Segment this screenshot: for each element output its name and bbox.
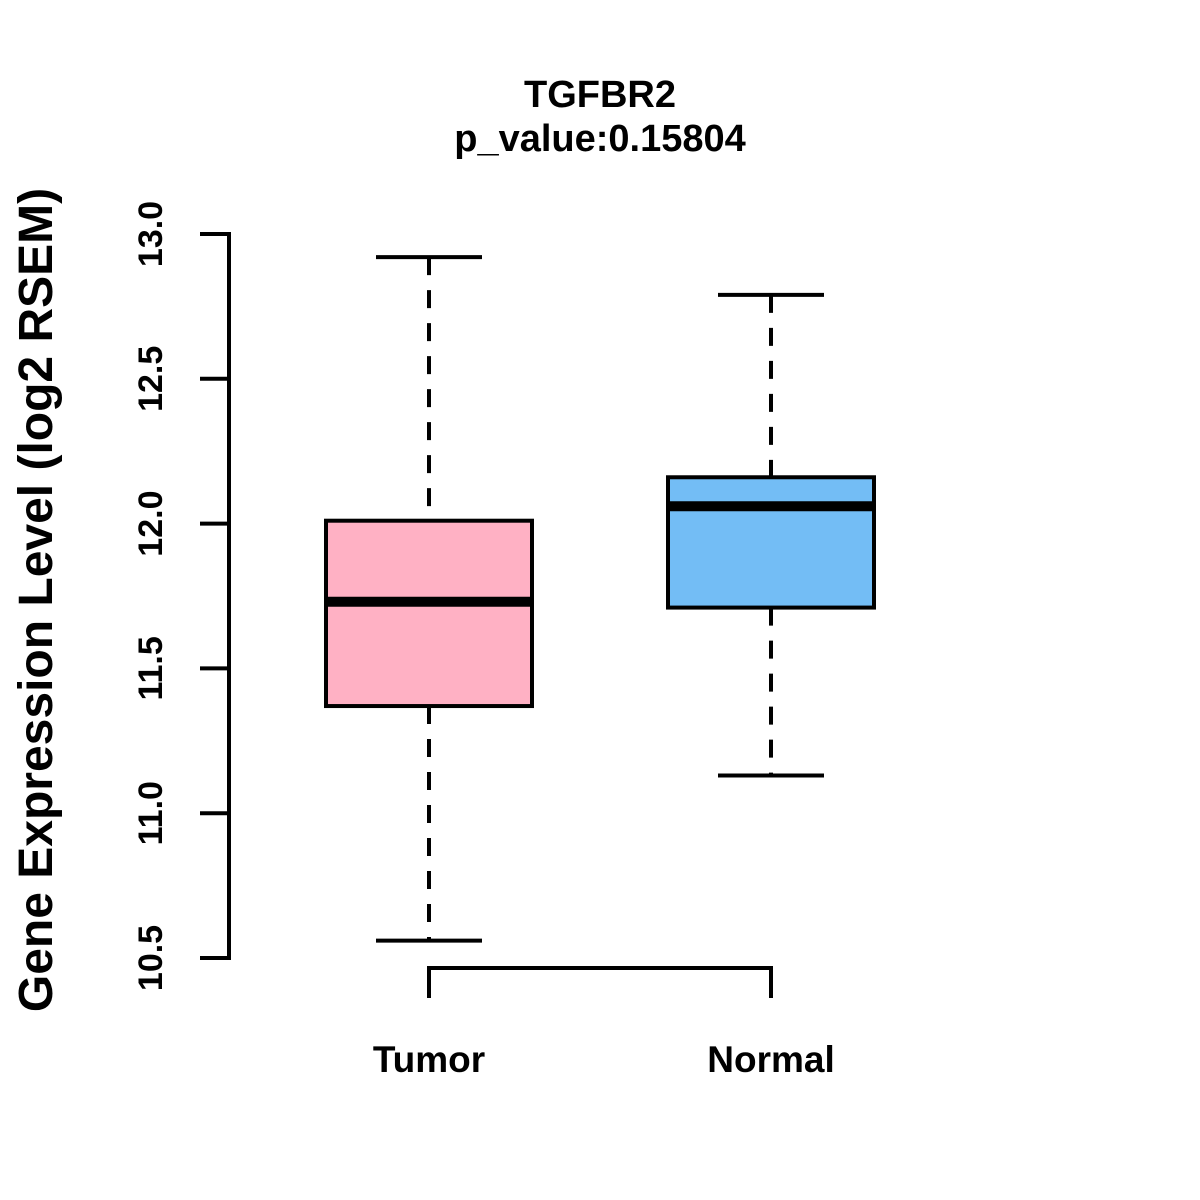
y-axis-tick-label: 12.5 — [132, 346, 170, 412]
y-axis-tick-label: 13.0 — [132, 201, 170, 267]
box-normal — [666, 475, 876, 610]
chart-title: TGFBR2 — [524, 74, 676, 116]
chart-subtitle: p_value:0.15804 — [454, 118, 746, 160]
y-axis-tick-label: 10.5 — [132, 925, 170, 991]
x-label-normal: Normal — [707, 1039, 834, 1080]
x-label-tumor: Tumor — [373, 1039, 485, 1080]
box-tumor — [324, 518, 534, 709]
y-axis-tick-label: 11.5 — [132, 636, 170, 700]
y-axis-tick-label: 12.0 — [132, 491, 170, 557]
y-axis-title: Gene Expression Level (log2 RSEM) — [10, 188, 63, 1012]
x-axis-bracket — [427, 966, 773, 998]
plot-area: 10.5 11.0 11.5 12.0 12.5 13.0 Tumor Normal — [132, 201, 876, 1080]
y-axis-tick-label: 11.0 — [132, 781, 170, 845]
